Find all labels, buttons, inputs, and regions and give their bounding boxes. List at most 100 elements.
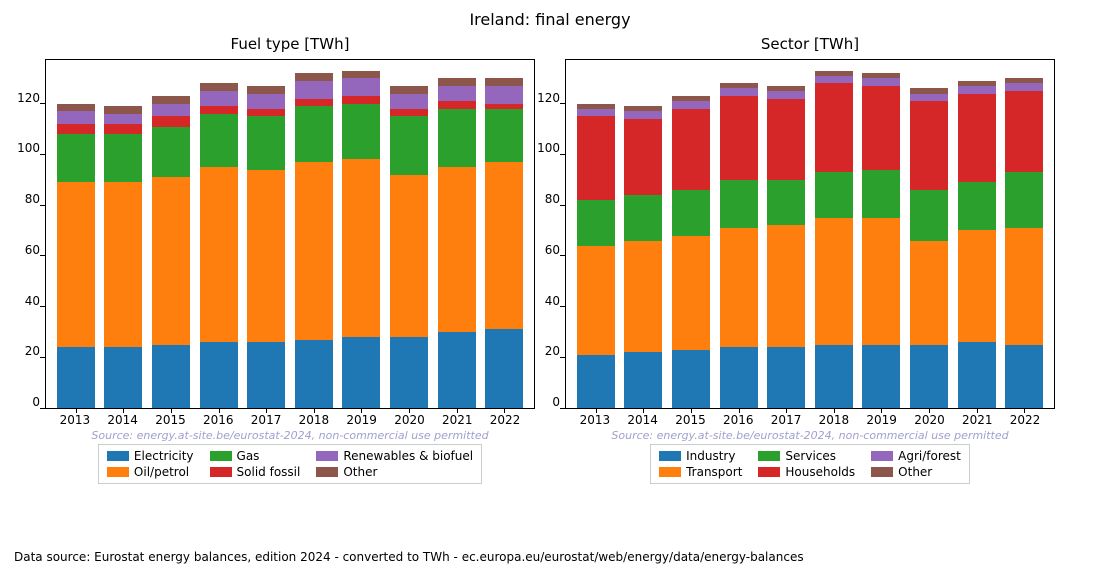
stacked-bar [57, 104, 95, 408]
bar-segment [390, 175, 428, 337]
bar-segment [342, 78, 380, 96]
x-tick-label: 2018 [815, 413, 853, 427]
bar-segment [577, 200, 615, 246]
bar-segment [104, 182, 142, 347]
x-tick [881, 408, 882, 413]
bar-segment [200, 342, 238, 408]
x-tick-label: 2020 [390, 413, 428, 427]
legend-label: Gas [237, 449, 260, 463]
bar-segment [247, 94, 285, 109]
legend-swatch [210, 467, 232, 477]
stacked-bar [815, 71, 853, 408]
x-tick-label: 2020 [910, 413, 948, 427]
bar-segment [152, 127, 190, 178]
x-tick [171, 408, 172, 413]
bar-segment [104, 124, 142, 134]
bar-segment [295, 162, 333, 340]
right-legend: IndustryServicesAgri/forestTransportHous… [565, 444, 1055, 484]
bar-segment [438, 101, 476, 109]
legend-label: Oil/petrol [134, 465, 189, 479]
stacked-bar [152, 96, 190, 408]
bar-segment [390, 109, 428, 117]
bar-segment [200, 167, 238, 342]
stacked-bar [862, 73, 900, 408]
bar-segment [624, 111, 662, 119]
stacked-bar [720, 83, 758, 408]
right-xlabels: 2013201420152016201720182019202020212022 [565, 409, 1055, 427]
bar-segment [485, 162, 523, 329]
right-panel: Sector [TWh] 020406080100120 20132014201… [565, 35, 1055, 484]
right-bars [566, 60, 1054, 408]
bar-segment [910, 345, 948, 408]
stacked-bar [247, 86, 285, 408]
bar-segment [1005, 172, 1043, 228]
legend-swatch [210, 451, 232, 461]
y-tick-label: 20 [545, 344, 566, 358]
bar-segment [672, 236, 710, 350]
bar-segment [720, 88, 758, 96]
legend-item: Services [758, 449, 855, 463]
bar-segment [390, 94, 428, 109]
bar-segment [200, 114, 238, 167]
bar-segment [577, 116, 615, 200]
bar-segment [485, 329, 523, 408]
right-subtitle: Sector [TWh] [565, 35, 1055, 53]
left-bars [46, 60, 534, 408]
legend-label: Renewables & biofuel [343, 449, 473, 463]
bar-segment [295, 340, 333, 408]
bar-segment [624, 241, 662, 353]
right-plot: 020406080100120 [565, 59, 1055, 409]
y-tick-label: 40 [545, 294, 566, 308]
x-tick [786, 408, 787, 413]
left-panel: Fuel type [TWh] 020406080100120 20132014… [45, 35, 535, 484]
legend-label: Electricity [134, 449, 194, 463]
bar-segment [342, 71, 380, 79]
bar-segment [1005, 83, 1043, 91]
legend-swatch [871, 451, 893, 461]
x-tick-label: 2014 [624, 413, 662, 427]
legend-label: Industry [686, 449, 735, 463]
legend-item: Renewables & biofuel [316, 449, 473, 463]
x-tick-label: 2018 [295, 413, 333, 427]
bar-segment [342, 337, 380, 408]
stacked-bar [104, 106, 142, 408]
bar-segment [152, 116, 190, 126]
watermark-right: Source: energy.at-site.be/eurostat-2024,… [565, 429, 1055, 442]
x-tick [361, 408, 362, 413]
bar-segment [247, 342, 285, 408]
stacked-bar [390, 86, 428, 408]
x-tick-label: 2017 [247, 413, 285, 427]
bar-segment [152, 104, 190, 117]
legend-swatch [758, 467, 780, 477]
bar-segment [485, 78, 523, 86]
y-tick-label: 120 [17, 91, 46, 105]
x-tick-label: 2017 [767, 413, 805, 427]
legend-item: Industry [659, 449, 742, 463]
bar-segment [104, 134, 142, 182]
bar-segment [485, 86, 523, 104]
bar-segment [624, 119, 662, 195]
legend-label: Solid fossil [237, 465, 301, 479]
legend-swatch [659, 451, 681, 461]
bar-segment [295, 73, 333, 81]
bar-segment [958, 86, 996, 94]
bar-segment [152, 177, 190, 344]
legend-item: Transport [659, 465, 742, 479]
bar-segment [57, 111, 95, 124]
bar-segment [910, 101, 948, 190]
bar-segment [1005, 228, 1043, 345]
legend-swatch [316, 451, 338, 461]
bar-segment [624, 195, 662, 241]
bar-segment [862, 345, 900, 408]
x-tick-label: 2021 [438, 413, 476, 427]
bar-segment [247, 86, 285, 94]
bar-segment [1005, 345, 1043, 408]
legend-item: Households [758, 465, 855, 479]
stacked-bar [624, 106, 662, 408]
bar-segment [200, 91, 238, 106]
legend-swatch [107, 451, 129, 461]
bar-segment [438, 167, 476, 332]
y-tick-label: 20 [25, 344, 46, 358]
bar-segment [958, 94, 996, 183]
bar-segment [342, 159, 380, 337]
